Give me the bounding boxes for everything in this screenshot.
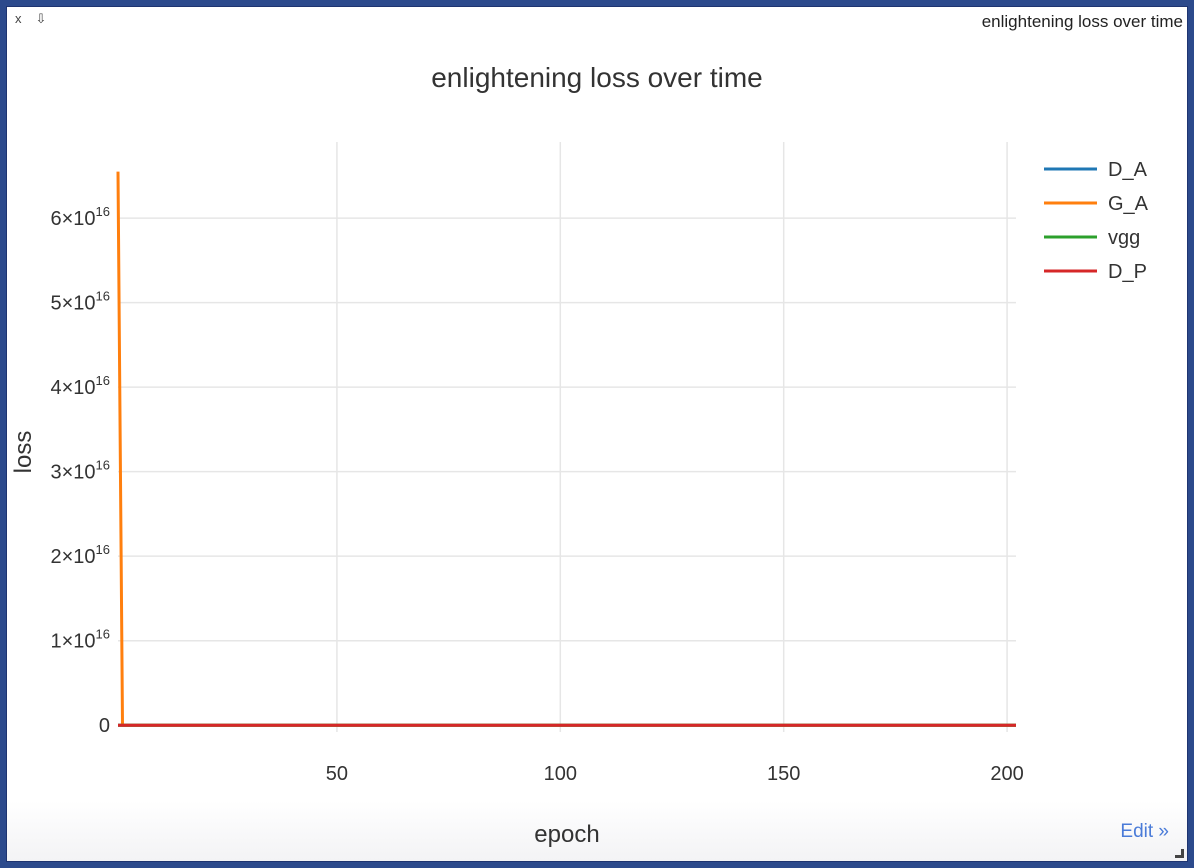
legend-label[interactable]: vgg (1108, 227, 1140, 249)
x-tick-label: 150 (767, 763, 800, 785)
pane-footer (7, 801, 1187, 861)
pane-title: enlightening loss over time (981, 12, 1183, 31)
x-tick-label: 50 (326, 763, 348, 785)
loss-chart[interactable]: 0 1×1016 2×1016 3×1016 4×1016 5×1016 6×1016 50… (7, 7, 1188, 862)
pane-controls: x ⇩ (15, 11, 46, 27)
legend-label[interactable]: G_A (1108, 193, 1149, 215)
edit-link[interactable]: Edit » (1120, 821, 1169, 842)
series-lines (116, 171, 1016, 727)
y-axis-title: loss (10, 431, 37, 474)
x-axis-title: epoch (534, 821, 599, 848)
legend-label[interactable]: D_A (1108, 159, 1148, 181)
y-tick-label: 5×1016 (50, 289, 110, 315)
plot-pane: x ⇩ enlightening loss over time 0 1×1016 2… (6, 6, 1188, 862)
y-tick-label: 4×1016 (50, 373, 110, 399)
x-tick-labels: 50 100 150 200 (326, 763, 1024, 785)
x-tick-label: 100 (544, 763, 577, 785)
series-line-G_A (116, 171, 1016, 727)
legend-label[interactable]: D_P (1108, 261, 1147, 283)
y-tick-labels: 0 1×1016 2×1016 3×1016 4×1016 5×1016 6×1016 (50, 204, 110, 737)
x-tick-label: 200 (990, 763, 1023, 785)
y-tick-label: 1×1016 (50, 627, 110, 653)
y-tick-label: 2×1016 (50, 542, 110, 568)
y-tick-label: 3×1016 (50, 458, 110, 484)
close-icon[interactable]: x (15, 11, 22, 26)
y-tick-label: 6×1016 (50, 204, 110, 230)
download-icon[interactable]: ⇩ (35, 11, 47, 26)
y-tick-label: 0 (99, 715, 110, 737)
grid-lines (118, 142, 1016, 732)
chart-title: enlightening loss over time (431, 62, 763, 93)
resize-handle[interactable] (1175, 849, 1184, 858)
